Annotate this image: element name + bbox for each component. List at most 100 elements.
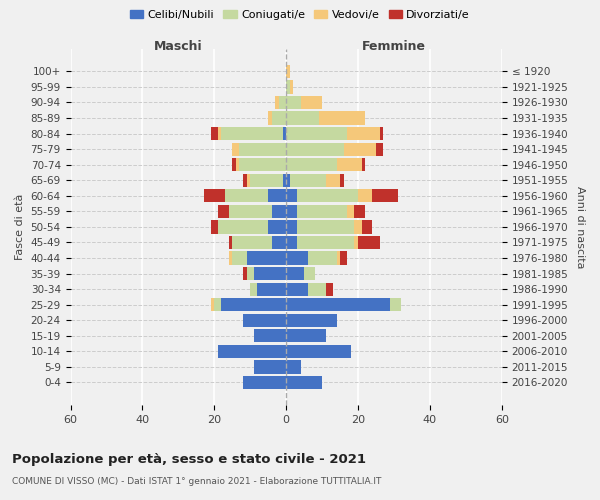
Bar (254, 267, 286, 280)
Bar (286, 64, 290, 78)
Bar (247, 174, 250, 187)
Bar (319, 112, 365, 124)
Bar (286, 96, 301, 109)
Bar (268, 189, 286, 202)
Bar (250, 174, 283, 187)
Bar (286, 329, 326, 342)
Bar (355, 236, 358, 249)
Bar (229, 204, 272, 218)
Bar (218, 220, 268, 234)
Bar (272, 236, 286, 249)
Text: Femmine: Femmine (362, 40, 426, 52)
Bar (254, 360, 286, 374)
Bar (376, 142, 383, 156)
Bar (290, 174, 326, 187)
Bar (283, 127, 286, 140)
Bar (391, 298, 401, 312)
Text: COMUNE DI VISSO (MC) - Dati ISTAT 1° gennaio 2021 - Elaborazione TUTTITALIA.IT: COMUNE DI VISSO (MC) - Dati ISTAT 1° gen… (12, 478, 382, 486)
Bar (268, 112, 272, 124)
Bar (380, 127, 383, 140)
Bar (254, 329, 286, 342)
Bar (218, 127, 221, 140)
Text: Maschi: Maschi (154, 40, 203, 52)
Bar (326, 282, 333, 296)
Bar (297, 204, 347, 218)
Bar (283, 174, 286, 187)
Bar (355, 220, 362, 234)
Bar (304, 267, 315, 280)
Bar (340, 252, 347, 264)
Bar (344, 142, 376, 156)
Bar (373, 189, 398, 202)
Bar (286, 252, 308, 264)
Bar (243, 376, 286, 389)
Bar (301, 96, 322, 109)
Bar (286, 360, 301, 374)
Bar (290, 80, 293, 94)
Bar (211, 298, 214, 312)
Bar (286, 376, 322, 389)
Bar (362, 158, 365, 172)
Bar (337, 158, 362, 172)
Bar (236, 158, 239, 172)
Bar (243, 267, 247, 280)
Bar (221, 127, 283, 140)
Bar (297, 236, 355, 249)
Bar (218, 344, 286, 358)
Bar (286, 174, 290, 187)
Bar (243, 174, 247, 187)
Bar (232, 142, 239, 156)
Bar (297, 220, 355, 234)
Bar (347, 127, 380, 140)
Legend: Celibi/Nubili, Coniugati/e, Vedovi/e, Divorziati/e: Celibi/Nubili, Coniugati/e, Vedovi/e, Di… (125, 6, 475, 25)
Bar (286, 204, 297, 218)
Bar (286, 236, 297, 249)
Bar (232, 252, 247, 264)
Bar (221, 298, 286, 312)
Bar (358, 236, 380, 249)
Bar (355, 204, 365, 218)
Bar (286, 127, 347, 140)
Bar (286, 158, 337, 172)
Bar (286, 142, 344, 156)
Bar (239, 158, 286, 172)
Bar (243, 314, 286, 327)
Bar (272, 204, 286, 218)
Text: Popolazione per età, sesso e stato civile - 2021: Popolazione per età, sesso e stato civil… (12, 452, 366, 466)
Bar (308, 252, 337, 264)
Bar (362, 220, 373, 234)
Bar (232, 158, 236, 172)
Bar (286, 298, 391, 312)
Bar (225, 189, 268, 202)
Bar (279, 96, 286, 109)
Bar (229, 236, 232, 249)
Bar (203, 189, 225, 202)
Bar (257, 282, 286, 296)
Bar (297, 189, 358, 202)
Bar (275, 96, 279, 109)
Bar (239, 142, 286, 156)
Bar (268, 220, 286, 234)
Bar (286, 344, 351, 358)
Bar (229, 252, 232, 264)
Bar (308, 282, 326, 296)
Bar (286, 80, 290, 94)
Bar (340, 174, 344, 187)
Bar (247, 267, 254, 280)
Bar (286, 112, 319, 124)
Bar (337, 252, 340, 264)
Bar (347, 204, 355, 218)
Bar (211, 220, 218, 234)
Bar (286, 220, 297, 234)
Bar (232, 236, 272, 249)
Bar (286, 282, 308, 296)
Bar (326, 174, 340, 187)
Bar (247, 252, 286, 264)
Bar (286, 189, 297, 202)
Y-axis label: Anni di nascita: Anni di nascita (575, 186, 585, 268)
Bar (286, 314, 337, 327)
Bar (218, 204, 229, 218)
Bar (250, 282, 257, 296)
Bar (211, 127, 218, 140)
Bar (358, 189, 373, 202)
